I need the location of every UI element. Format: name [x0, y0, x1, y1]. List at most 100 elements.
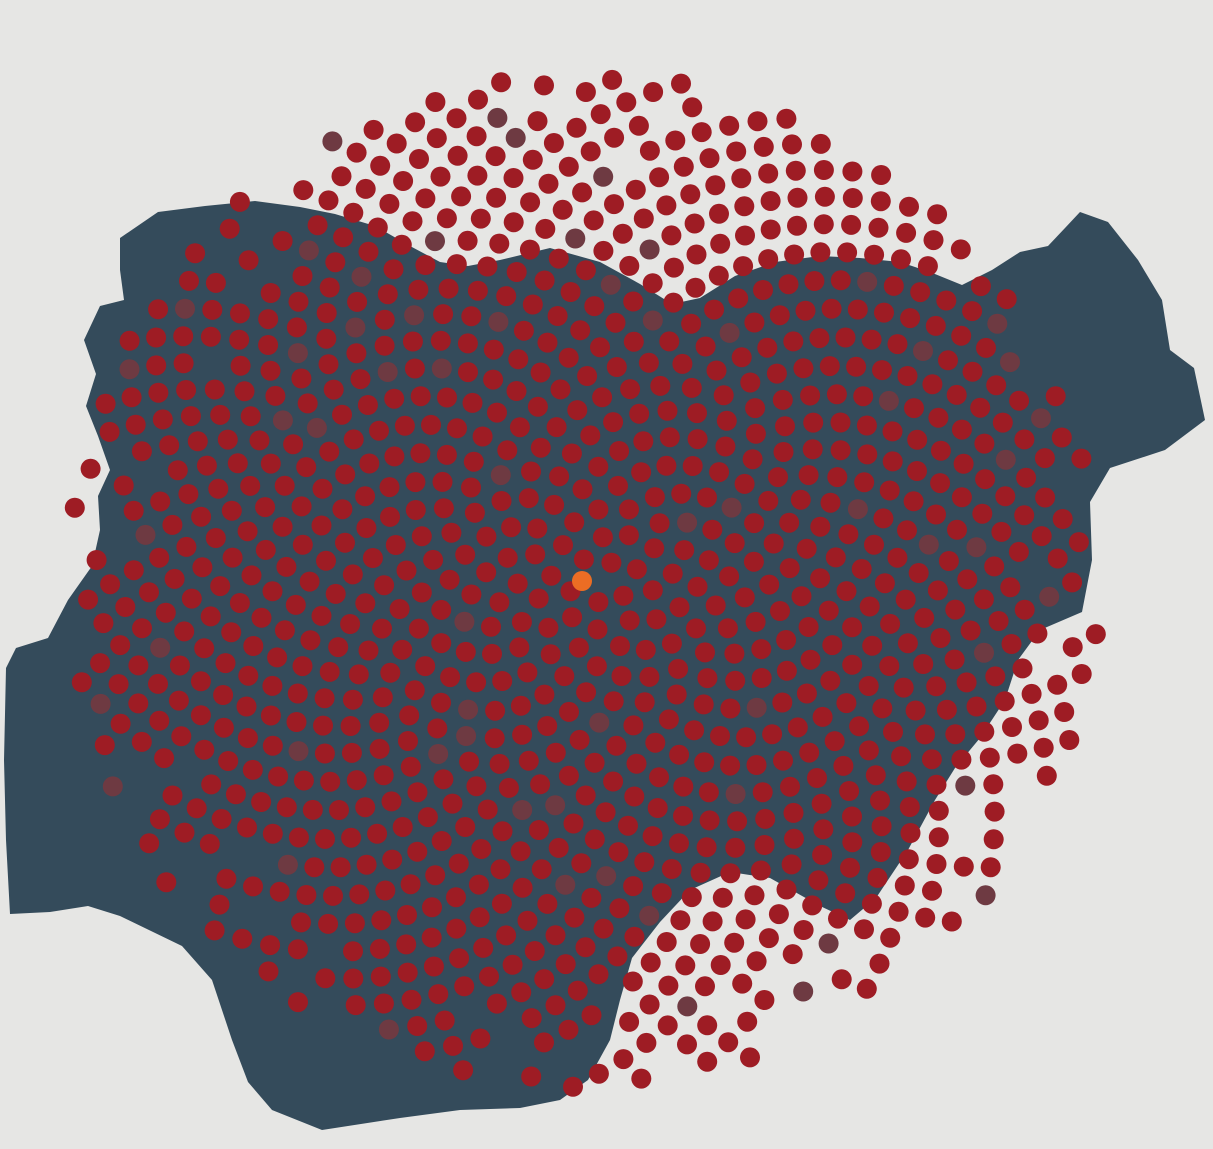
- map-dot: [541, 565, 562, 586]
- map-dot: [490, 859, 511, 880]
- map-dot: [461, 584, 482, 605]
- map-dot: [432, 471, 453, 492]
- map-dot: [768, 467, 788, 488]
- map-dot: [146, 355, 167, 376]
- map-dot: [374, 575, 395, 596]
- map-dot: [410, 443, 431, 464]
- map-dot: [316, 550, 336, 571]
- map-dot: [704, 299, 725, 320]
- map-dot: [776, 879, 797, 900]
- map-dot: [720, 698, 741, 719]
- map-dot: [343, 968, 364, 989]
- map-dot: [277, 854, 298, 875]
- map-dot: [173, 353, 194, 374]
- map-dot: [857, 444, 878, 465]
- map-dot: [485, 146, 506, 167]
- map-dot: [162, 514, 183, 535]
- map-dot: [558, 1019, 579, 1040]
- map-dot: [274, 620, 295, 641]
- map-dot: [944, 649, 965, 670]
- map-dot: [717, 618, 738, 639]
- map-dot: [974, 642, 994, 663]
- map-dot: [913, 341, 933, 361]
- map-dot: [878, 390, 899, 411]
- map-dot: [496, 925, 517, 946]
- map-dot: [608, 475, 628, 496]
- map-dot: [371, 910, 392, 931]
- map-dot: [525, 544, 546, 565]
- map-dot: [735, 909, 756, 930]
- map-dot: [78, 589, 99, 610]
- map-dot: [695, 642, 715, 663]
- map-dot: [859, 596, 880, 617]
- map-dot: [893, 677, 914, 698]
- map-dot: [672, 353, 693, 374]
- map-dot: [592, 387, 613, 408]
- map-dot: [379, 477, 400, 498]
- map-dot: [868, 217, 889, 238]
- map-dot: [296, 885, 317, 905]
- map-dot: [210, 576, 231, 597]
- map-dot: [314, 688, 335, 709]
- map-dot: [549, 466, 570, 487]
- map-dot: [975, 885, 996, 906]
- map-dot: [1031, 408, 1051, 429]
- map-dot: [624, 786, 645, 807]
- map-dot: [411, 582, 432, 603]
- map-dot: [697, 668, 718, 689]
- map-dot: [522, 149, 543, 170]
- map-dot: [1054, 702, 1075, 722]
- map-dot: [313, 715, 333, 736]
- map-dot: [449, 948, 470, 969]
- map-dot: [176, 536, 197, 557]
- map-dot: [319, 661, 340, 682]
- map-dot: [745, 611, 766, 632]
- map-dot: [565, 228, 586, 249]
- map-dot: [584, 296, 605, 317]
- map-dot: [351, 266, 372, 287]
- map-dot: [698, 782, 719, 803]
- map-dot: [1001, 634, 1022, 654]
- map-dot: [681, 887, 702, 908]
- map-dot: [811, 793, 832, 814]
- map-dot: [501, 517, 522, 538]
- map-dot: [883, 275, 904, 296]
- map-dot: [384, 388, 405, 409]
- map-dot: [836, 693, 857, 714]
- map-dot: [316, 303, 337, 323]
- map-dot: [221, 622, 242, 643]
- map-dot: [402, 211, 423, 232]
- map-dot: [1039, 586, 1060, 607]
- map-dot: [343, 202, 364, 223]
- map-dot: [675, 955, 696, 976]
- map-dot: [325, 583, 346, 604]
- map-dot: [318, 190, 339, 211]
- map-dot: [1008, 541, 1029, 562]
- map-dot: [559, 701, 579, 722]
- map-dot: [148, 382, 169, 403]
- map-dot: [713, 385, 734, 406]
- map-dot: [425, 865, 446, 886]
- map-dot: [394, 415, 415, 436]
- map-dot: [891, 249, 911, 270]
- map-dot: [695, 976, 715, 997]
- map-dot: [150, 491, 171, 512]
- map-dot: [342, 564, 363, 585]
- map-dot: [427, 718, 448, 739]
- map-dot: [458, 699, 479, 720]
- map-dot: [319, 277, 340, 298]
- map-dot: [693, 694, 714, 715]
- map-dot: [583, 210, 604, 231]
- map-dot: [1002, 717, 1022, 737]
- map-dot: [196, 455, 217, 476]
- map-dot: [358, 640, 379, 661]
- map-dot: [322, 131, 343, 152]
- map-dot: [661, 859, 682, 879]
- map-dot: [451, 186, 472, 207]
- map-dot: [873, 508, 894, 529]
- map-dot: [325, 252, 346, 273]
- map-dot: [430, 330, 451, 351]
- map-dot: [992, 412, 1013, 433]
- map-dot: [298, 240, 319, 261]
- map-dot: [913, 654, 934, 674]
